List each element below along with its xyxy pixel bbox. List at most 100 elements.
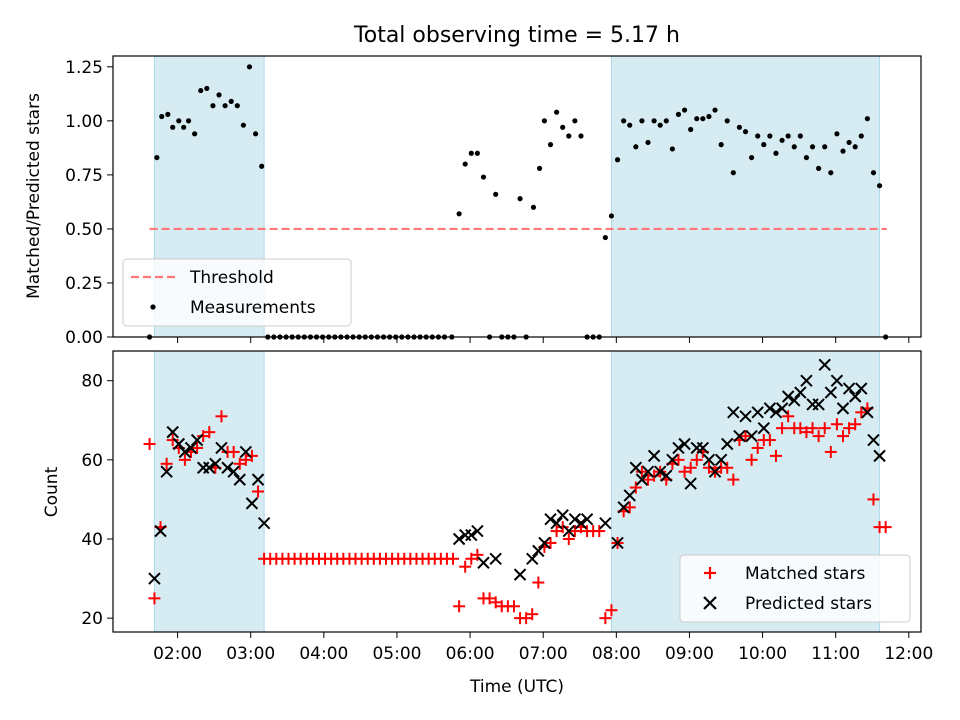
- predicted-star-point-b: [221, 461, 234, 474]
- predicted-star-point: [714, 453, 728, 467]
- bottom-axes-frame: [112, 350, 922, 633]
- measurement-point: [785, 133, 791, 139]
- measurement-point: [560, 124, 566, 130]
- predicted-star-point: [458, 528, 472, 542]
- measurement-point: [858, 133, 864, 139]
- measurement-points: [146, 64, 889, 340]
- measurement-point: [803, 154, 810, 161]
- predicted-star-point-b: [178, 445, 192, 459]
- predicted-star-point: [245, 497, 259, 510]
- predicted-star-point: [532, 544, 545, 558]
- predicted-star-point-b: [574, 516, 588, 530]
- predicted-star-point: [788, 394, 801, 407]
- matched-star-point: [191, 441, 204, 454]
- legend-measurements-swatch: [150, 304, 156, 310]
- measurement-point: [828, 170, 834, 176]
- measurement-point: [456, 211, 462, 217]
- measurement-point: [773, 150, 779, 156]
- matched-star-point: [453, 600, 466, 613]
- x-tick-label: 04:00: [299, 644, 348, 664]
- predicted-star-point: [489, 552, 502, 565]
- predicted-star-point: [257, 516, 271, 530]
- matched-star-point: [763, 434, 776, 447]
- predicted-star-point: [580, 512, 594, 526]
- matched-star-point: [635, 465, 648, 478]
- measurement-point: [645, 139, 651, 146]
- predicted-star-point: [800, 374, 813, 387]
- predicted-star-point: [452, 532, 466, 546]
- predicted-star-point: [172, 437, 186, 451]
- matched-star-point: [143, 438, 156, 451]
- predicted-star-point: [568, 512, 582, 526]
- measurement-point: [694, 116, 700, 122]
- predicted-star-point-b: [544, 512, 557, 526]
- measurement-point: [712, 107, 718, 113]
- predicted-star-point-b: [781, 390, 795, 403]
- predicted-star-point: [684, 477, 697, 490]
- predicted-star-point-b: [599, 516, 612, 530]
- predicted-star-point: [672, 441, 685, 455]
- legend-matched-label: Matched stars: [745, 564, 865, 584]
- measurement-point: [639, 118, 645, 124]
- matched-star-point: [178, 453, 191, 466]
- predicted-star-point: [702, 453, 716, 467]
- predicted-star-point-b: [190, 433, 204, 447]
- observing-window-1: [610, 55, 881, 338]
- predicted-star-point-b: [653, 465, 667, 478]
- predicted-star-point: [848, 390, 862, 403]
- bottom-legend: Matched stars Predicted stars: [679, 554, 911, 623]
- predicted-star-point: [794, 386, 807, 399]
- predicted-star-point-b: [714, 453, 728, 467]
- x-tick-label: 10:00: [738, 644, 787, 664]
- top-x-ticks: [177, 337, 910, 343]
- matched-star-point: [520, 612, 533, 625]
- top-legend: Threshold Measurements: [122, 258, 352, 327]
- x-tick-label: 11:00: [811, 644, 860, 664]
- matched-star-point: [837, 430, 850, 443]
- x-tick-label: 12:00: [884, 644, 933, 664]
- figure-title: Total observing time = 5.17 h: [353, 23, 680, 48]
- matched-star-point: [593, 525, 606, 538]
- predicted-star-point: [203, 461, 216, 474]
- predicted-star-point: [538, 536, 551, 550]
- measurement-point: [627, 122, 633, 128]
- measurement-point: [181, 124, 187, 130]
- y-tick-label: 0.25: [65, 274, 103, 294]
- measurement-point: [216, 92, 222, 98]
- predicted-star-point-b: [580, 512, 594, 526]
- measurement-point: [663, 118, 669, 124]
- predicted-star-point: [733, 429, 746, 443]
- measurement-point: [822, 144, 828, 150]
- predicted-star-point-b: [623, 489, 636, 502]
- matched-star-point: [824, 445, 837, 458]
- predicted-star-point-b: [245, 497, 259, 510]
- predicted-star-point: [842, 382, 856, 395]
- measurement-point: [767, 133, 773, 139]
- matched-star-point: [568, 525, 581, 538]
- predicted-star-point: [739, 410, 752, 423]
- predicted-star-point: [184, 441, 198, 455]
- predicted-star-point: [154, 524, 167, 538]
- matched-star-point: [721, 461, 734, 474]
- bottom-y-ticks: 20 40 60 80: [81, 372, 113, 629]
- matched-star-point: [233, 457, 246, 470]
- predicted-star-point-b: [203, 461, 216, 474]
- predicted-star-point-b: [635, 473, 649, 486]
- matched-star-point: [879, 521, 892, 534]
- predicted-star-point-b: [836, 402, 850, 415]
- matched-star-point: [526, 608, 539, 621]
- predicted-star-point: [647, 449, 661, 463]
- measurement-point: [530, 204, 537, 210]
- measurement-point: [517, 196, 523, 202]
- measurement-point: [675, 111, 682, 117]
- matched-star-point: [239, 453, 252, 466]
- predicted-star-point-b: [184, 441, 198, 455]
- predicted-star-point: [556, 509, 569, 522]
- predicted-star-point-b: [727, 406, 740, 419]
- y-tick-label: 0.50: [65, 220, 103, 240]
- legend-measurements-label: Measurements: [190, 298, 316, 318]
- predicted-star-point: [824, 386, 838, 399]
- measurement-point: [159, 113, 165, 120]
- predicted-star-point-b: [477, 556, 490, 569]
